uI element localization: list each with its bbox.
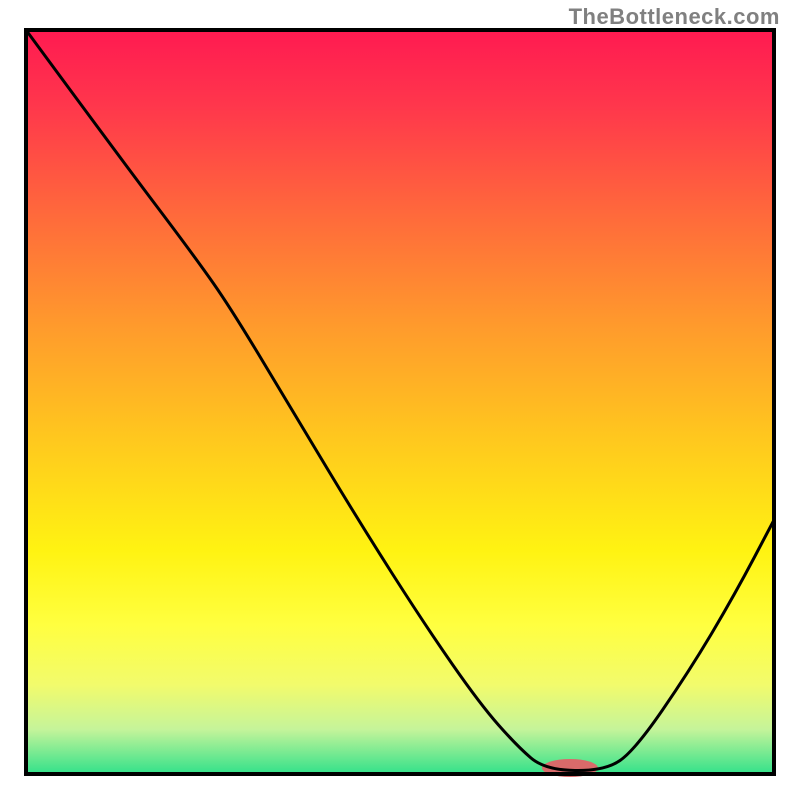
gradient-background bbox=[26, 30, 774, 774]
chart-container: TheBottleneck.com bbox=[0, 0, 800, 800]
watermark-text: TheBottleneck.com bbox=[569, 4, 780, 30]
bottleneck-chart bbox=[0, 0, 800, 800]
